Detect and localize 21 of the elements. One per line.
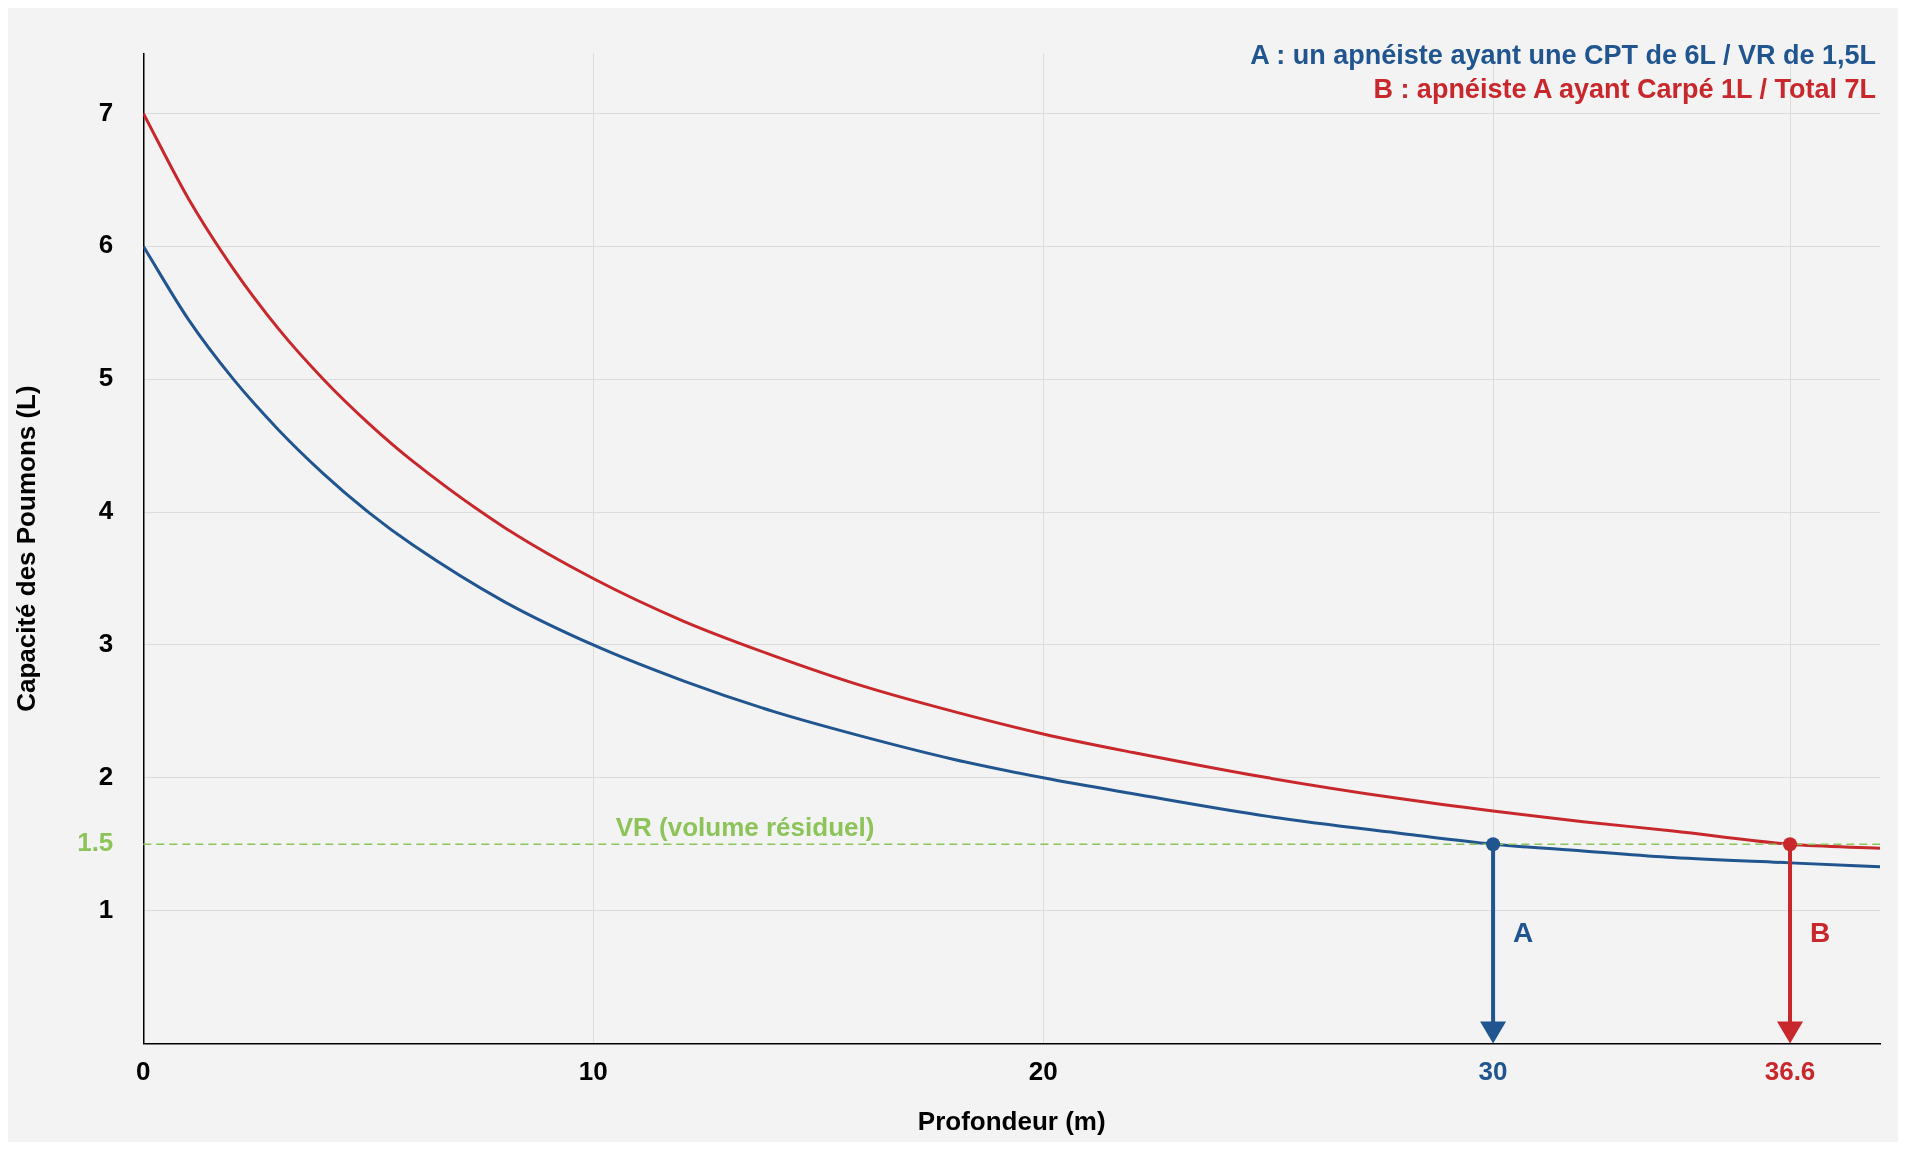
x-axis-title: Profondeur (m) bbox=[917, 1105, 1106, 1136]
text: B : apnéiste A ayant Carpé 1L / Total 7L bbox=[1372, 73, 1876, 106]
annotation: B bbox=[1810, 916, 1831, 948]
text: A : un apnéiste ayant une CPT de 6L / VR de 1,5L bbox=[1250, 39, 1876, 72]
y-tick-label: 6 bbox=[98, 229, 114, 260]
y-axis-title: Capacité des Poumons (L) bbox=[10, 385, 41, 712]
y-tick-label: 4 bbox=[98, 495, 114, 526]
x-tick-label: 36.6 bbox=[1764, 1056, 1816, 1087]
line-series bbox=[143, 244, 1880, 869]
annotation: A bbox=[1513, 916, 1534, 948]
x-tick-label: 0 bbox=[136, 1056, 151, 1087]
y-tick-label: 1.5 bbox=[77, 827, 114, 858]
x-tick-label: 20 bbox=[1028, 1056, 1058, 1087]
y-tick-label: 1 bbox=[98, 893, 114, 924]
ref-line-label: VR (volume résiduel) bbox=[615, 812, 875, 843]
x-tick-label: 10 bbox=[578, 1056, 608, 1087]
y-tick-label: 2 bbox=[98, 761, 114, 791]
y-tick-label: 5 bbox=[98, 362, 114, 393]
y-tick-label: 3 bbox=[98, 628, 114, 659]
x-tick-label: 30 bbox=[1478, 1056, 1508, 1087]
y-tick-label: 7 bbox=[98, 96, 114, 127]
